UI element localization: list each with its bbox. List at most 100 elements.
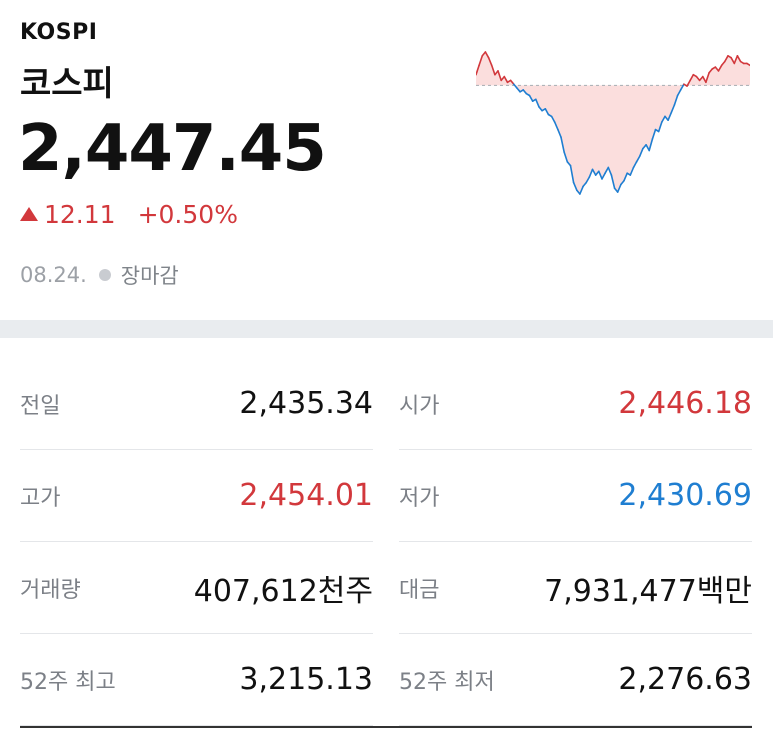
stats-grid: 전일 2,435.34 시가 2,446.18 고가 2,454.01 저가 2…: [20, 358, 752, 726]
stat-cell: 시가 2,446.18: [399, 358, 752, 450]
index-code: KOSPI: [20, 20, 98, 45]
sparkline-segment: [705, 71, 710, 84]
sparkline-segment: [629, 166, 635, 176]
change-value: 12.11: [44, 200, 116, 229]
sparkline-segment: [550, 115, 556, 123]
status-dot-icon: [98, 269, 111, 281]
section-divider: [0, 320, 773, 338]
index-name: 코스피: [20, 64, 114, 104]
stat-label: 52주 최고: [20, 669, 116, 695]
stat-value: 3,215.13: [239, 662, 373, 697]
sparkline-segment: [635, 155, 641, 163]
sparkline-segment: [582, 181, 587, 188]
sparkline-segment: [503, 75, 509, 84]
stat-label: 저가: [399, 485, 440, 511]
stat-value: 2,430.69: [618, 478, 752, 513]
stat-value: 2,276.63: [618, 662, 752, 697]
stat-value: 2,454.01: [239, 478, 373, 513]
sparkline-segment: [557, 128, 562, 138]
sparkline-segment: [585, 176, 591, 184]
sparkline-segment: [616, 183, 622, 193]
stats-row: 52주 최고 3,215.13 52주 최저 2,276.63: [20, 634, 752, 726]
sparkline-segment: [607, 166, 613, 176]
bottom-border: [20, 726, 752, 728]
stat-cell: 전일 2,435.34: [20, 358, 373, 450]
sparkline-segment: [588, 168, 594, 178]
sparkline-segment: [509, 79, 515, 86]
sparkline-segment: [487, 56, 493, 67]
sparkline-segment: [490, 64, 496, 76]
sparkline-segment: [733, 55, 739, 65]
trade-date: 08.24.: [20, 263, 87, 287]
sparkline-segment: [591, 168, 597, 176]
sparkline-segment: [620, 179, 625, 186]
sparkline-segment: [566, 161, 572, 167]
change-percent: +0.50%: [137, 200, 238, 229]
sparkline-segment: [610, 174, 616, 190]
stat-cell: 저가 2,430.69: [399, 450, 752, 542]
stat-label: 거래량: [20, 577, 81, 603]
sparkline-segment: [686, 79, 691, 87]
sparkline-segment: [579, 185, 584, 195]
stat-cell: 52주 최저 2,276.63: [399, 634, 752, 726]
sparkline-segment: [657, 121, 663, 133]
stats-row: 전일 2,435.34 시가 2,446.18: [20, 358, 752, 450]
sparkline-segment: [476, 64, 480, 76]
sparkline-segment: [695, 75, 701, 82]
current-price: 2,447.45: [18, 112, 327, 186]
sparkline-segment: [746, 62, 750, 67]
sparkline-segment: [563, 151, 569, 163]
sparkline-segment: [553, 121, 559, 131]
sparkline-segment: [601, 172, 606, 180]
sparkline-segment: [673, 94, 679, 106]
stat-label: 시가: [399, 393, 440, 419]
stat-cell: 거래량 407,612천주: [20, 542, 373, 634]
sparkline-segment: [478, 55, 484, 67]
sparkline-segment: [512, 83, 518, 89]
sparkline-segment: [667, 111, 673, 121]
sparkline-segment: [538, 106, 543, 112]
sparkline-segment: [676, 89, 682, 97]
sparkline-segment: [708, 68, 713, 74]
sparkline-segment: [572, 181, 578, 191]
market-state: 장마감: [120, 264, 179, 288]
intraday-sparkline[interactable]: [476, 48, 750, 200]
sparkline-segment: [484, 51, 490, 59]
stats-row: 거래량 407,612천주 대금 7,931,477백만: [20, 542, 752, 634]
sparkline-segment: [528, 94, 534, 103]
sparkline-segment: [648, 138, 654, 152]
sparkline-segment: [534, 98, 540, 108]
stat-cell: 대금 7,931,477백만: [399, 542, 752, 634]
sparkline-segment: [544, 107, 550, 116]
sparkline-segment: [670, 104, 676, 114]
stat-cell: 고가 2,454.01: [20, 450, 373, 542]
sparkline-segment: [717, 64, 723, 72]
sparkline-segment: [736, 55, 742, 63]
stat-cell: 52주 최고 3,215.13: [20, 634, 373, 726]
sparkline-segment: [560, 136, 565, 154]
price-change: 12.11 +0.50%: [20, 200, 238, 229]
stat-label: 대금: [399, 577, 440, 603]
sparkline-segment: [730, 56, 736, 65]
quote-header: KOSPI 코스피 2,447.45 12.11 +0.50% 08.24. 장…: [0, 0, 773, 320]
market-status: 08.24. 장마감: [20, 260, 179, 290]
sparkline-segment: [639, 147, 644, 157]
stat-value: 2,435.34: [239, 386, 373, 421]
stat-label: 52주 최저: [399, 669, 495, 695]
sparkline-segment: [516, 87, 521, 93]
sparkline-segment: [497, 70, 503, 82]
sparkline-segment: [598, 170, 603, 180]
stat-value: 407,612천주: [193, 573, 373, 609]
sparkline-segment: [569, 164, 575, 184]
stat-value: 7,931,477백만: [544, 573, 752, 609]
sparkline-segment: [651, 128, 657, 140]
sparkline-segment: [632, 161, 638, 169]
sparkline-segment: [604, 166, 610, 174]
sparkline-segment: [720, 60, 726, 67]
sparkline-segment: [623, 172, 628, 182]
sparkline-segment: [689, 73, 695, 82]
sparkline-segment: [661, 115, 666, 123]
sparkline-segment: [522, 89, 528, 95]
sparkline-segment: [724, 55, 729, 63]
sparkline-segment: [679, 83, 685, 91]
